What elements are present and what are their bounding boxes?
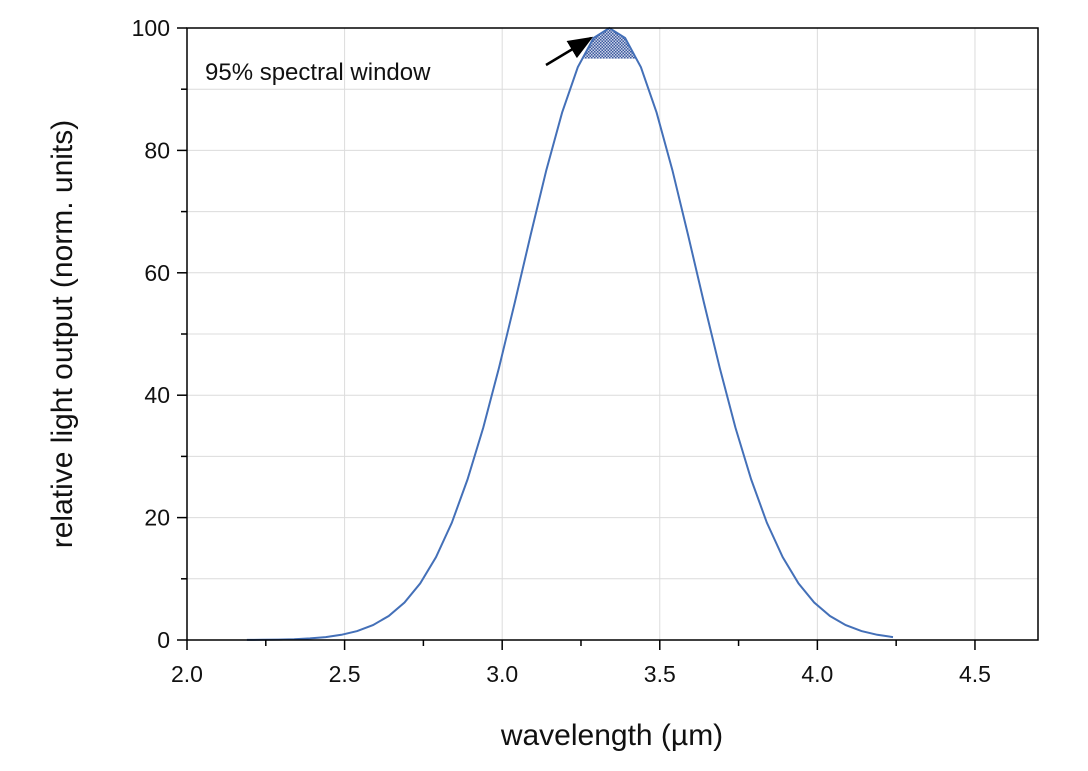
annotation-label: 95% spectral window (205, 59, 431, 86)
y-tick-label: 80 (144, 137, 170, 163)
x-tick-label: 2.0 (171, 661, 203, 687)
x-tick-label: 3.0 (486, 661, 518, 687)
y-tick-label: 100 (132, 15, 170, 41)
annotation-arrow (545, 36, 594, 67)
y-tick-label: 0 (157, 627, 170, 653)
x-tick-label: 3.5 (644, 661, 676, 687)
x-axis-label: wavelength (µm) (500, 719, 723, 752)
y-tick-label: 40 (144, 382, 170, 408)
y-tick-label: 20 (144, 505, 170, 531)
y-tick-label: 60 (144, 260, 170, 286)
x-tick-label: 4.5 (959, 661, 991, 687)
x-tick-label: 4.0 (801, 661, 833, 687)
x-tick-label: 2.5 (329, 661, 361, 687)
axis-ticks (177, 27, 976, 650)
data-line (246, 26, 894, 641)
gridlines (187, 28, 1038, 640)
y-axis-label: relative light output (norm. units) (46, 120, 79, 549)
spectral-window-fill (582, 28, 637, 59)
